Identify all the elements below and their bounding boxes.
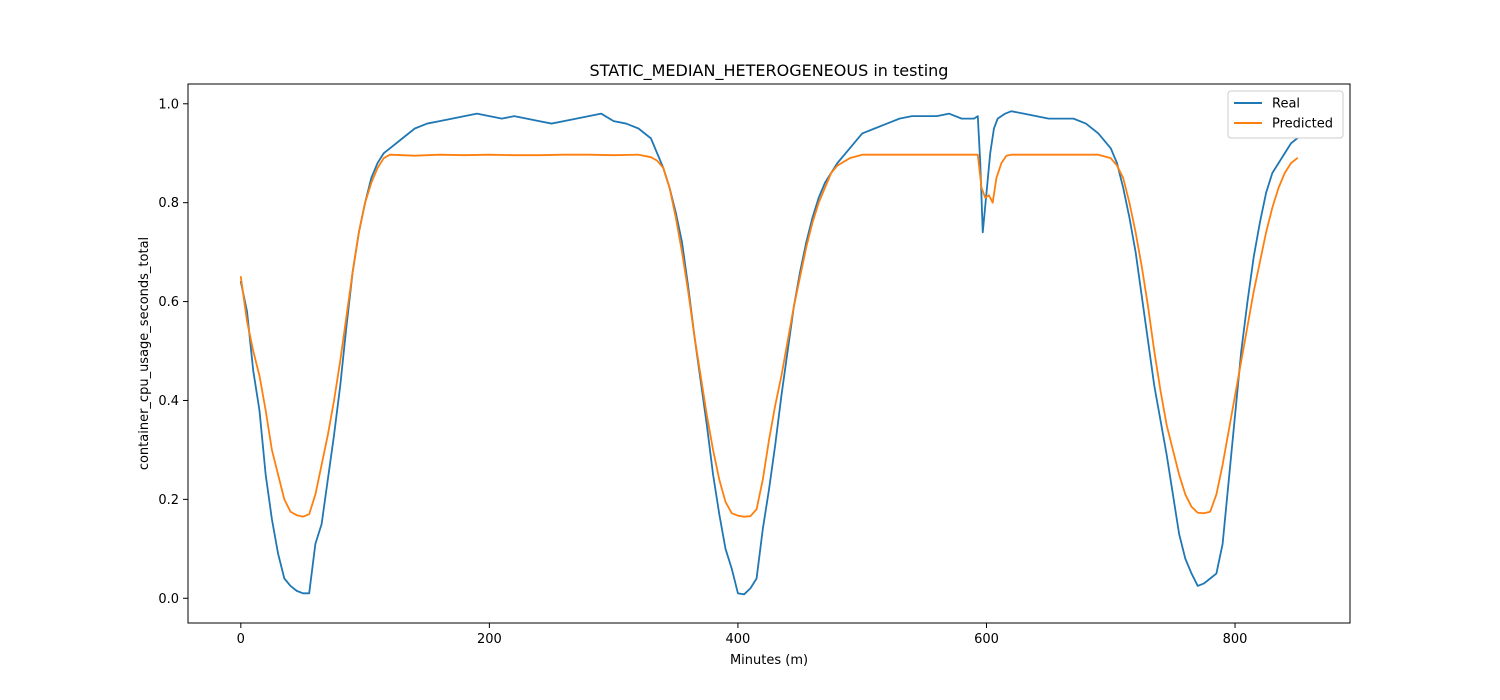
y-tick-label: 0.8: [158, 196, 179, 211]
x-tick-label: 600: [974, 632, 999, 647]
x-tick-label: 400: [726, 632, 751, 647]
x-tick-label: 200: [477, 632, 502, 647]
plot-area: 0 200 400 600 800 0.0 0.2 0.4 0.6 0.8 1.0: [158, 83, 1351, 647]
series-line-real: [239, 110, 1299, 596]
legend-label-predicted: Predicted: [1272, 117, 1333, 132]
legend-label-real: Real: [1272, 97, 1300, 112]
chart-title: STATIC_MEDIAN_HETEROGENEOUS in testing: [590, 61, 949, 81]
y-tick-label: 0.0: [158, 592, 179, 607]
y-axis-label: container_cpu_usage_seconds_total: [137, 237, 152, 470]
y-tick-label: 1.0: [158, 97, 179, 112]
series-line-predicted: [239, 153, 1299, 518]
y-tick-label: 0.4: [158, 394, 179, 409]
legend: Real Predicted: [1227, 90, 1344, 139]
x-tick-label: 0: [237, 632, 245, 647]
axes-frame: [187, 83, 1351, 624]
x-axis-label: Minutes (m): [730, 653, 808, 668]
y-tick-label: 0.2: [158, 493, 179, 508]
x-tick-label: 800: [1223, 632, 1248, 647]
y-tick-label: 0.6: [158, 295, 179, 310]
